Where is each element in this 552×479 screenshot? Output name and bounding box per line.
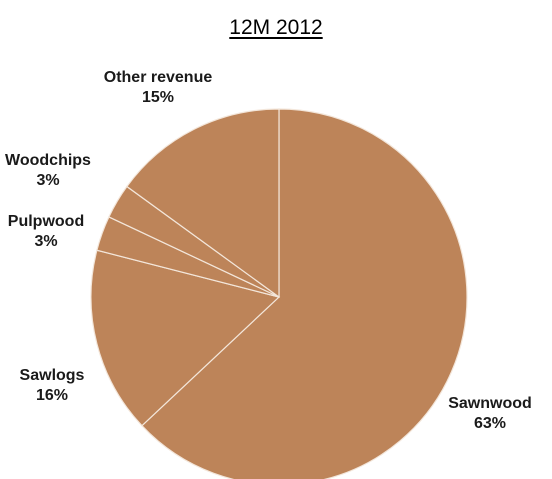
slice-value-label-sawnwood: 63% — [474, 415, 506, 432]
slice-label-woodchips: Woodchips — [5, 152, 91, 169]
slice-value-label-sawlogs: 16% — [36, 387, 68, 404]
pie-slice-sawnwood — [141, 108, 468, 479]
pie-slice-sawlogs — [90, 249, 281, 427]
slice-value-label-pulpwood: 3% — [34, 233, 57, 250]
slice-label-pulpwood: Pulpwood — [8, 213, 84, 230]
slice-label-sawlogs: Sawlogs — [20, 367, 85, 384]
chart-title: 12M 2012 — [229, 16, 323, 39]
slice-value-label-woodchips: 3% — [36, 172, 59, 189]
pie-slice-other-revenue — [126, 108, 280, 299]
slice-value-label-other-revenue: 15% — [142, 89, 174, 106]
slice-label-sawnwood: Sawnwood — [448, 395, 532, 412]
slice-label-other-revenue: Other revenue — [104, 69, 213, 86]
